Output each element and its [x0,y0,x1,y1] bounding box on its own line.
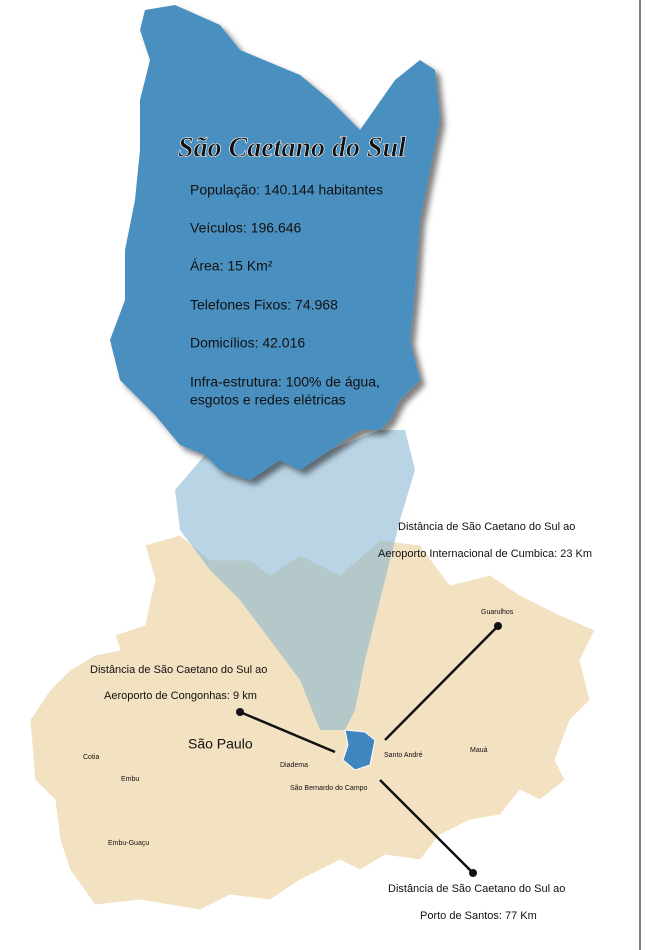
city-label: Embu [121,776,139,783]
fact: esgotos e redes elétricas [190,392,346,408]
connector-dot [469,869,477,877]
city-label: Diadema [280,762,308,769]
city-label: São Bernardo do Campo [290,785,368,792]
region-map [29,534,596,911]
title: São Caetano do Sul [178,132,406,163]
city-label: Santo André [384,752,423,759]
city-label: Mauá [470,747,488,754]
connector [379,779,474,874]
city-label: São Paulo [188,736,253,752]
fact: Infra-estrutura: 100% de água, [190,374,380,390]
fact: Veículos: 196.646 [190,220,302,236]
city-label: Cotia [83,754,99,761]
distance-note: Aeroporto Internacional de Cumbica: 23 K… [378,548,592,560]
connector-dot [236,708,244,716]
distance-note: Distância de São Caetano do Sul ao [398,521,575,533]
distance-note: Distância de São Caetano do Sul ao [388,883,565,895]
distance-note: Aeroporto de Congonhas: 9 km [104,690,257,702]
connector [384,625,499,741]
distance-note: Distância de São Caetano do Sul ao [90,664,267,676]
fact: Telefones Fixos: 74.968 [190,297,338,313]
connector [239,710,336,754]
connectors [239,625,499,874]
connector-dot [494,622,502,630]
zoom-funnel [175,430,415,730]
distance-note: Porto de Santos: 77 Km [420,910,537,922]
city-label: Guarulhos [481,609,514,616]
city-outline-small [342,729,376,771]
city-outline-large [110,5,440,480]
fact: Domicílios: 42.016 [190,335,305,351]
city-label: Embu-Guaçu [108,840,149,847]
fact: População: 140.144 habitantes [190,182,383,198]
fact: Área: 15 Km² [190,258,273,274]
